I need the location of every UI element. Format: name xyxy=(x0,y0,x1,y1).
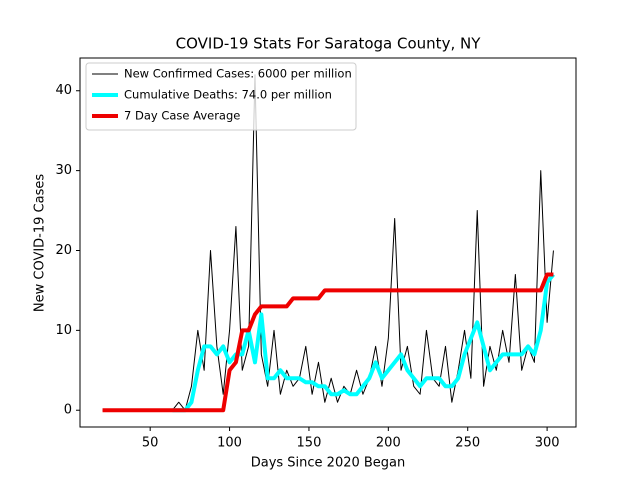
y-tick-label: 20 xyxy=(55,243,72,258)
legend-label: 7 Day Case Average xyxy=(124,109,240,123)
x-tick-label: 50 xyxy=(142,436,159,451)
x-tick-label: 100 xyxy=(217,436,242,451)
legend-label: New Confirmed Cases: 6000 per million xyxy=(124,67,352,81)
y-tick-label: 10 xyxy=(55,323,72,338)
x-tick-label: 150 xyxy=(297,436,322,451)
x-tick-label: 300 xyxy=(535,436,560,451)
x-tick-label: 200 xyxy=(376,436,401,451)
y-axis-label: New COVID-19 Cases xyxy=(33,174,48,312)
series-line xyxy=(102,272,554,413)
legend-label: Cumulative Deaths: 74.0 per million xyxy=(124,88,332,102)
chart-title: COVID-19 Stats For Saratoga County, NY xyxy=(176,35,482,53)
legend: New Confirmed Cases: 6000 per million Cum… xyxy=(85,62,357,131)
y-tick-label: 30 xyxy=(55,163,72,178)
x-tick-label: 250 xyxy=(455,436,480,451)
y-tick-label: 40 xyxy=(55,83,72,98)
legend-box xyxy=(85,62,357,131)
y-tick-label: 0 xyxy=(64,403,72,418)
x-axis-label: Days Since 2020 Began xyxy=(251,456,406,471)
plot-frame xyxy=(79,57,577,428)
